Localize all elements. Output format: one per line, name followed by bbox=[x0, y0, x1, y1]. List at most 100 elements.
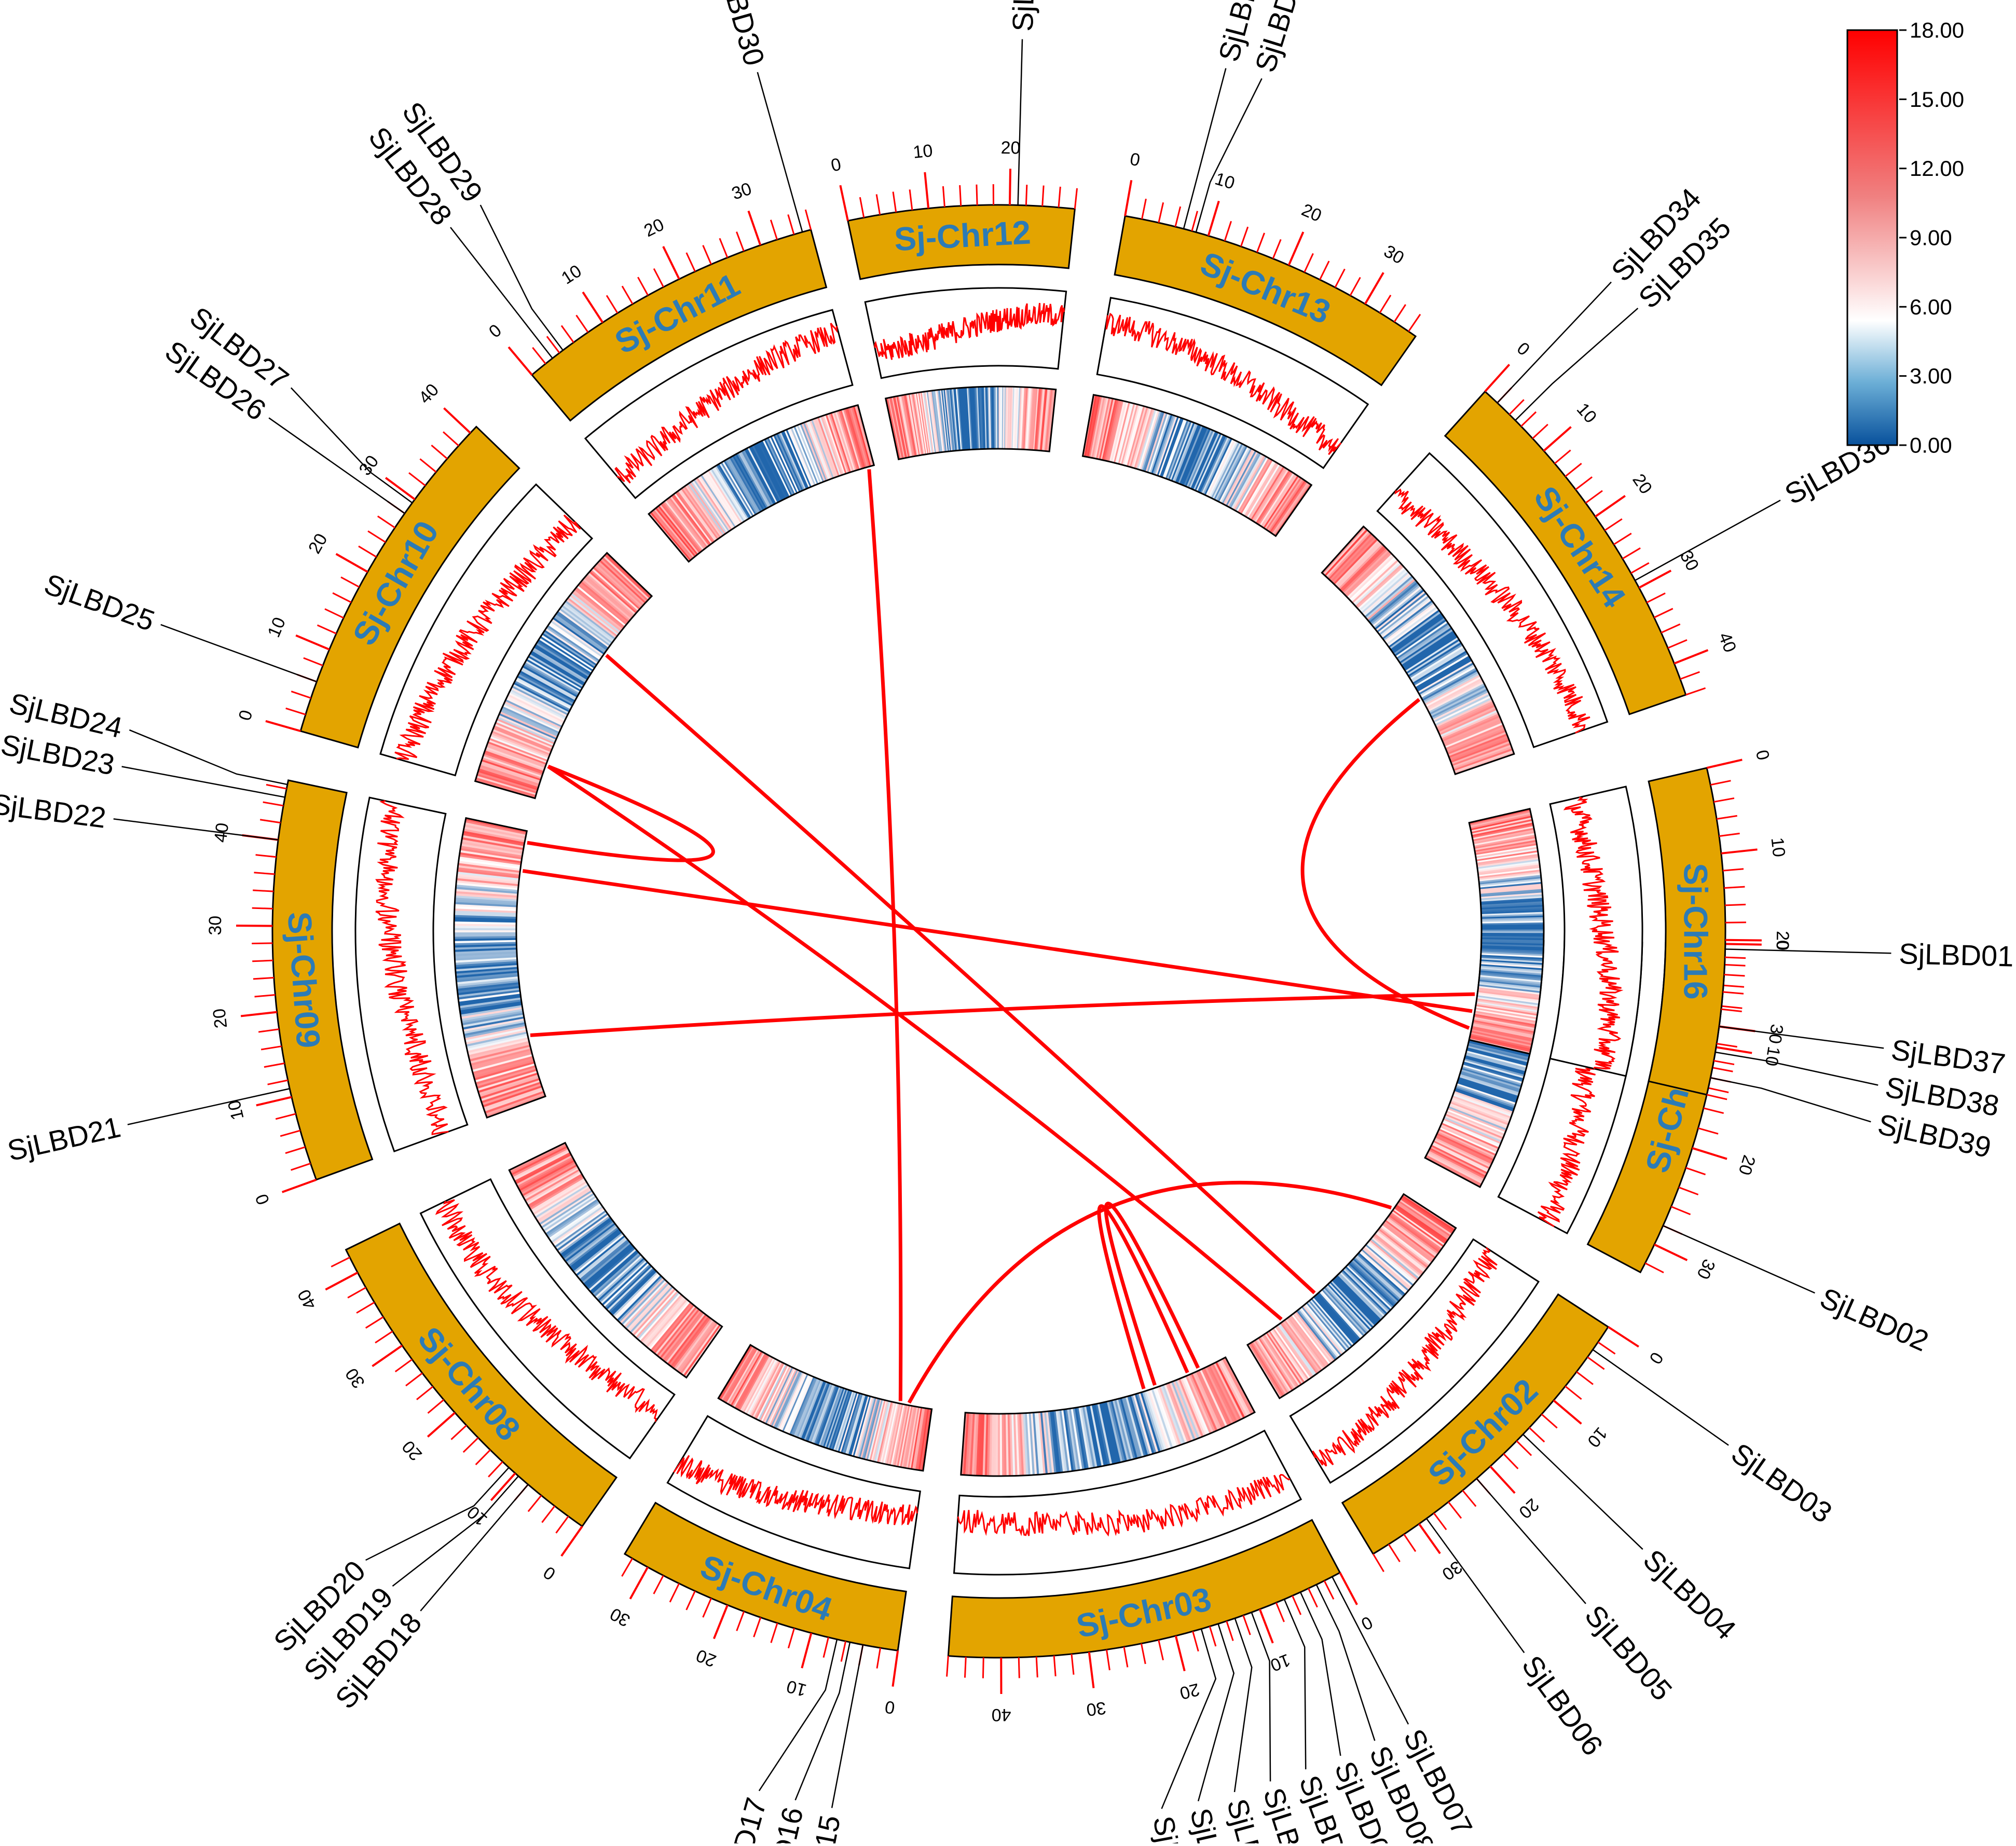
sj-chr02-tick bbox=[1529, 1428, 1544, 1442]
sjlbd32-leader-line bbox=[1184, 68, 1226, 229]
sj-chr02-tick bbox=[1517, 1441, 1532, 1455]
sj-chr16-tick bbox=[1714, 798, 1734, 802]
sjlbd27-leader-line bbox=[291, 388, 413, 503]
sj-chr03-tick bbox=[1210, 1627, 1216, 1646]
sj-chr01-tick bbox=[1692, 1148, 1727, 1159]
sj-chr01-tick bbox=[1671, 1207, 1691, 1215]
sj-chr09-tick bbox=[256, 855, 277, 857]
sj-chr14-tick bbox=[1674, 650, 1708, 664]
sj-chr08-tick bbox=[476, 1450, 490, 1465]
sj-chr03-heat-cell bbox=[1000, 1414, 1003, 1476]
sj-chr13-tick bbox=[1305, 253, 1313, 272]
sj-chr13-tick-label: 0 bbox=[1129, 149, 1142, 171]
sj-chr09-tick bbox=[261, 1046, 281, 1050]
sj-chr11-tick bbox=[561, 326, 573, 342]
sj-chr13-tick-label: 10 bbox=[1213, 169, 1237, 193]
legend-tick-label: 15.00 bbox=[1910, 87, 1964, 112]
sj-chr03-heat-cell bbox=[998, 1414, 1000, 1476]
sj-chr16-tick bbox=[1723, 992, 1744, 994]
sj-chr03-tick bbox=[947, 1656, 949, 1677]
sj-chr08-tick bbox=[556, 1517, 569, 1533]
sjlbd31-leader-line bbox=[1018, 39, 1022, 205]
sj-chr02-tick-label: 0 bbox=[1645, 1348, 1667, 1368]
sj-chr02-tick bbox=[1490, 1466, 1515, 1493]
sj-chr04-tick bbox=[670, 1583, 679, 1602]
sj-chr14-tick bbox=[1485, 365, 1510, 392]
sjlbd18-leader-line bbox=[420, 1484, 528, 1611]
sj-chr12-tick bbox=[1075, 188, 1077, 209]
sj-chr02-tick bbox=[1463, 1491, 1476, 1507]
sj-chr01-tick bbox=[1654, 1245, 1687, 1260]
sj-chr10-tick bbox=[304, 658, 323, 666]
sj-chr04-tick bbox=[714, 1605, 728, 1639]
sj-chr03-tick bbox=[1176, 1636, 1185, 1671]
sj-chr03-tick bbox=[1293, 1596, 1301, 1615]
sj-chr12-tick bbox=[1059, 187, 1060, 208]
sj-chr12-tick-label: 20 bbox=[1000, 138, 1020, 158]
sj-chr10-tick bbox=[317, 625, 336, 633]
sj-chr16-tick bbox=[1721, 849, 1758, 853]
sj-chr14-tick bbox=[1575, 477, 1592, 489]
sj-chr03-tick bbox=[1243, 1615, 1250, 1635]
sj-chr09-tick bbox=[256, 1097, 292, 1105]
sj-chr10-tick bbox=[378, 516, 395, 528]
sj-chr02-tick bbox=[1389, 1544, 1400, 1562]
sj-chr03-tick bbox=[1159, 1640, 1163, 1660]
sj-chr09-tick-label: 30 bbox=[205, 916, 225, 935]
sj-chr01-tick bbox=[1698, 1128, 1719, 1134]
sj-chr11-tick bbox=[607, 295, 618, 313]
sj-chr03-tick bbox=[1089, 1652, 1094, 1688]
sj-chr03-tick bbox=[1124, 1647, 1128, 1667]
sj-chr10-tick bbox=[409, 473, 426, 486]
sj-chr03-tick bbox=[1227, 1621, 1233, 1641]
sj-chr10-tick-label: 40 bbox=[415, 380, 443, 408]
sj-chr12-tick bbox=[943, 186, 944, 207]
sj-chr04-tick bbox=[788, 1628, 794, 1648]
sj-chr04-tick-label: 20 bbox=[693, 1645, 719, 1671]
sj-chr13-tick-label: 20 bbox=[1299, 200, 1325, 226]
sj-chr01-tick bbox=[1712, 1068, 1733, 1072]
sjlbd21-label: SjLBD21 bbox=[5, 1110, 124, 1167]
sj-chr02-tick-label: 20 bbox=[1515, 1495, 1543, 1523]
sj-chr09-tick bbox=[276, 1114, 296, 1119]
sj-chr09-tick bbox=[241, 1012, 277, 1016]
sj-chr01-tick bbox=[1679, 1187, 1698, 1194]
sj-chr08-tick bbox=[325, 1273, 358, 1290]
sj-chr09-tick bbox=[291, 1163, 311, 1170]
sj-chr03-tick-label: 30 bbox=[1085, 1698, 1107, 1719]
sj-chr01-tick bbox=[1686, 1168, 1706, 1175]
sj-chr13-tick bbox=[1241, 227, 1247, 246]
sj-chr02-tick bbox=[1554, 1400, 1581, 1424]
legend-tick-label: 9.00 bbox=[1910, 226, 1952, 250]
sjlbd21-leader-line bbox=[128, 1089, 290, 1124]
sj-chr16-tick bbox=[1725, 957, 1746, 958]
sj-chr10-tick bbox=[336, 554, 368, 572]
sj-chr11-tick bbox=[654, 269, 663, 287]
sj-chr08-tick bbox=[348, 1288, 366, 1298]
sj-chr09-heat-cell bbox=[454, 930, 516, 933]
sj-chr08-tick-label: 0 bbox=[540, 1562, 559, 1584]
sjlbd17-label: SjLBD17 bbox=[710, 1794, 773, 1843]
sj-chr04-tick bbox=[630, 1567, 648, 1599]
sjlbd09-leader-line bbox=[1300, 1592, 1340, 1756]
sj-chr09-heat-cell bbox=[454, 932, 516, 935]
sj-chr11-tick bbox=[703, 245, 711, 265]
sj-chr02-tick bbox=[1565, 1386, 1581, 1399]
sj-chr13-tick bbox=[1394, 305, 1406, 322]
sj-chr09-tick bbox=[252, 960, 273, 961]
sj-chr03-tick bbox=[1106, 1650, 1109, 1671]
sjlbd03-label: SjLBD03 bbox=[1725, 1437, 1838, 1530]
sj-chr04-tick bbox=[802, 1633, 811, 1668]
sj-chr10-tick bbox=[286, 708, 306, 714]
sj-chr08-tick bbox=[463, 1438, 478, 1452]
sjlbd14-leader-line bbox=[1162, 1629, 1216, 1809]
sj-chr11-tick bbox=[720, 238, 728, 257]
sjlbd33-label: SjLBD33 bbox=[1249, 0, 1313, 76]
sj-chr14-tick bbox=[1686, 688, 1706, 695]
sj-chr10-tick-label: 10 bbox=[264, 614, 290, 640]
sj-chr01-tick bbox=[1645, 1263, 1664, 1273]
sj-chr02-tick bbox=[1542, 1414, 1557, 1428]
sj-chr14-tick bbox=[1565, 463, 1581, 476]
